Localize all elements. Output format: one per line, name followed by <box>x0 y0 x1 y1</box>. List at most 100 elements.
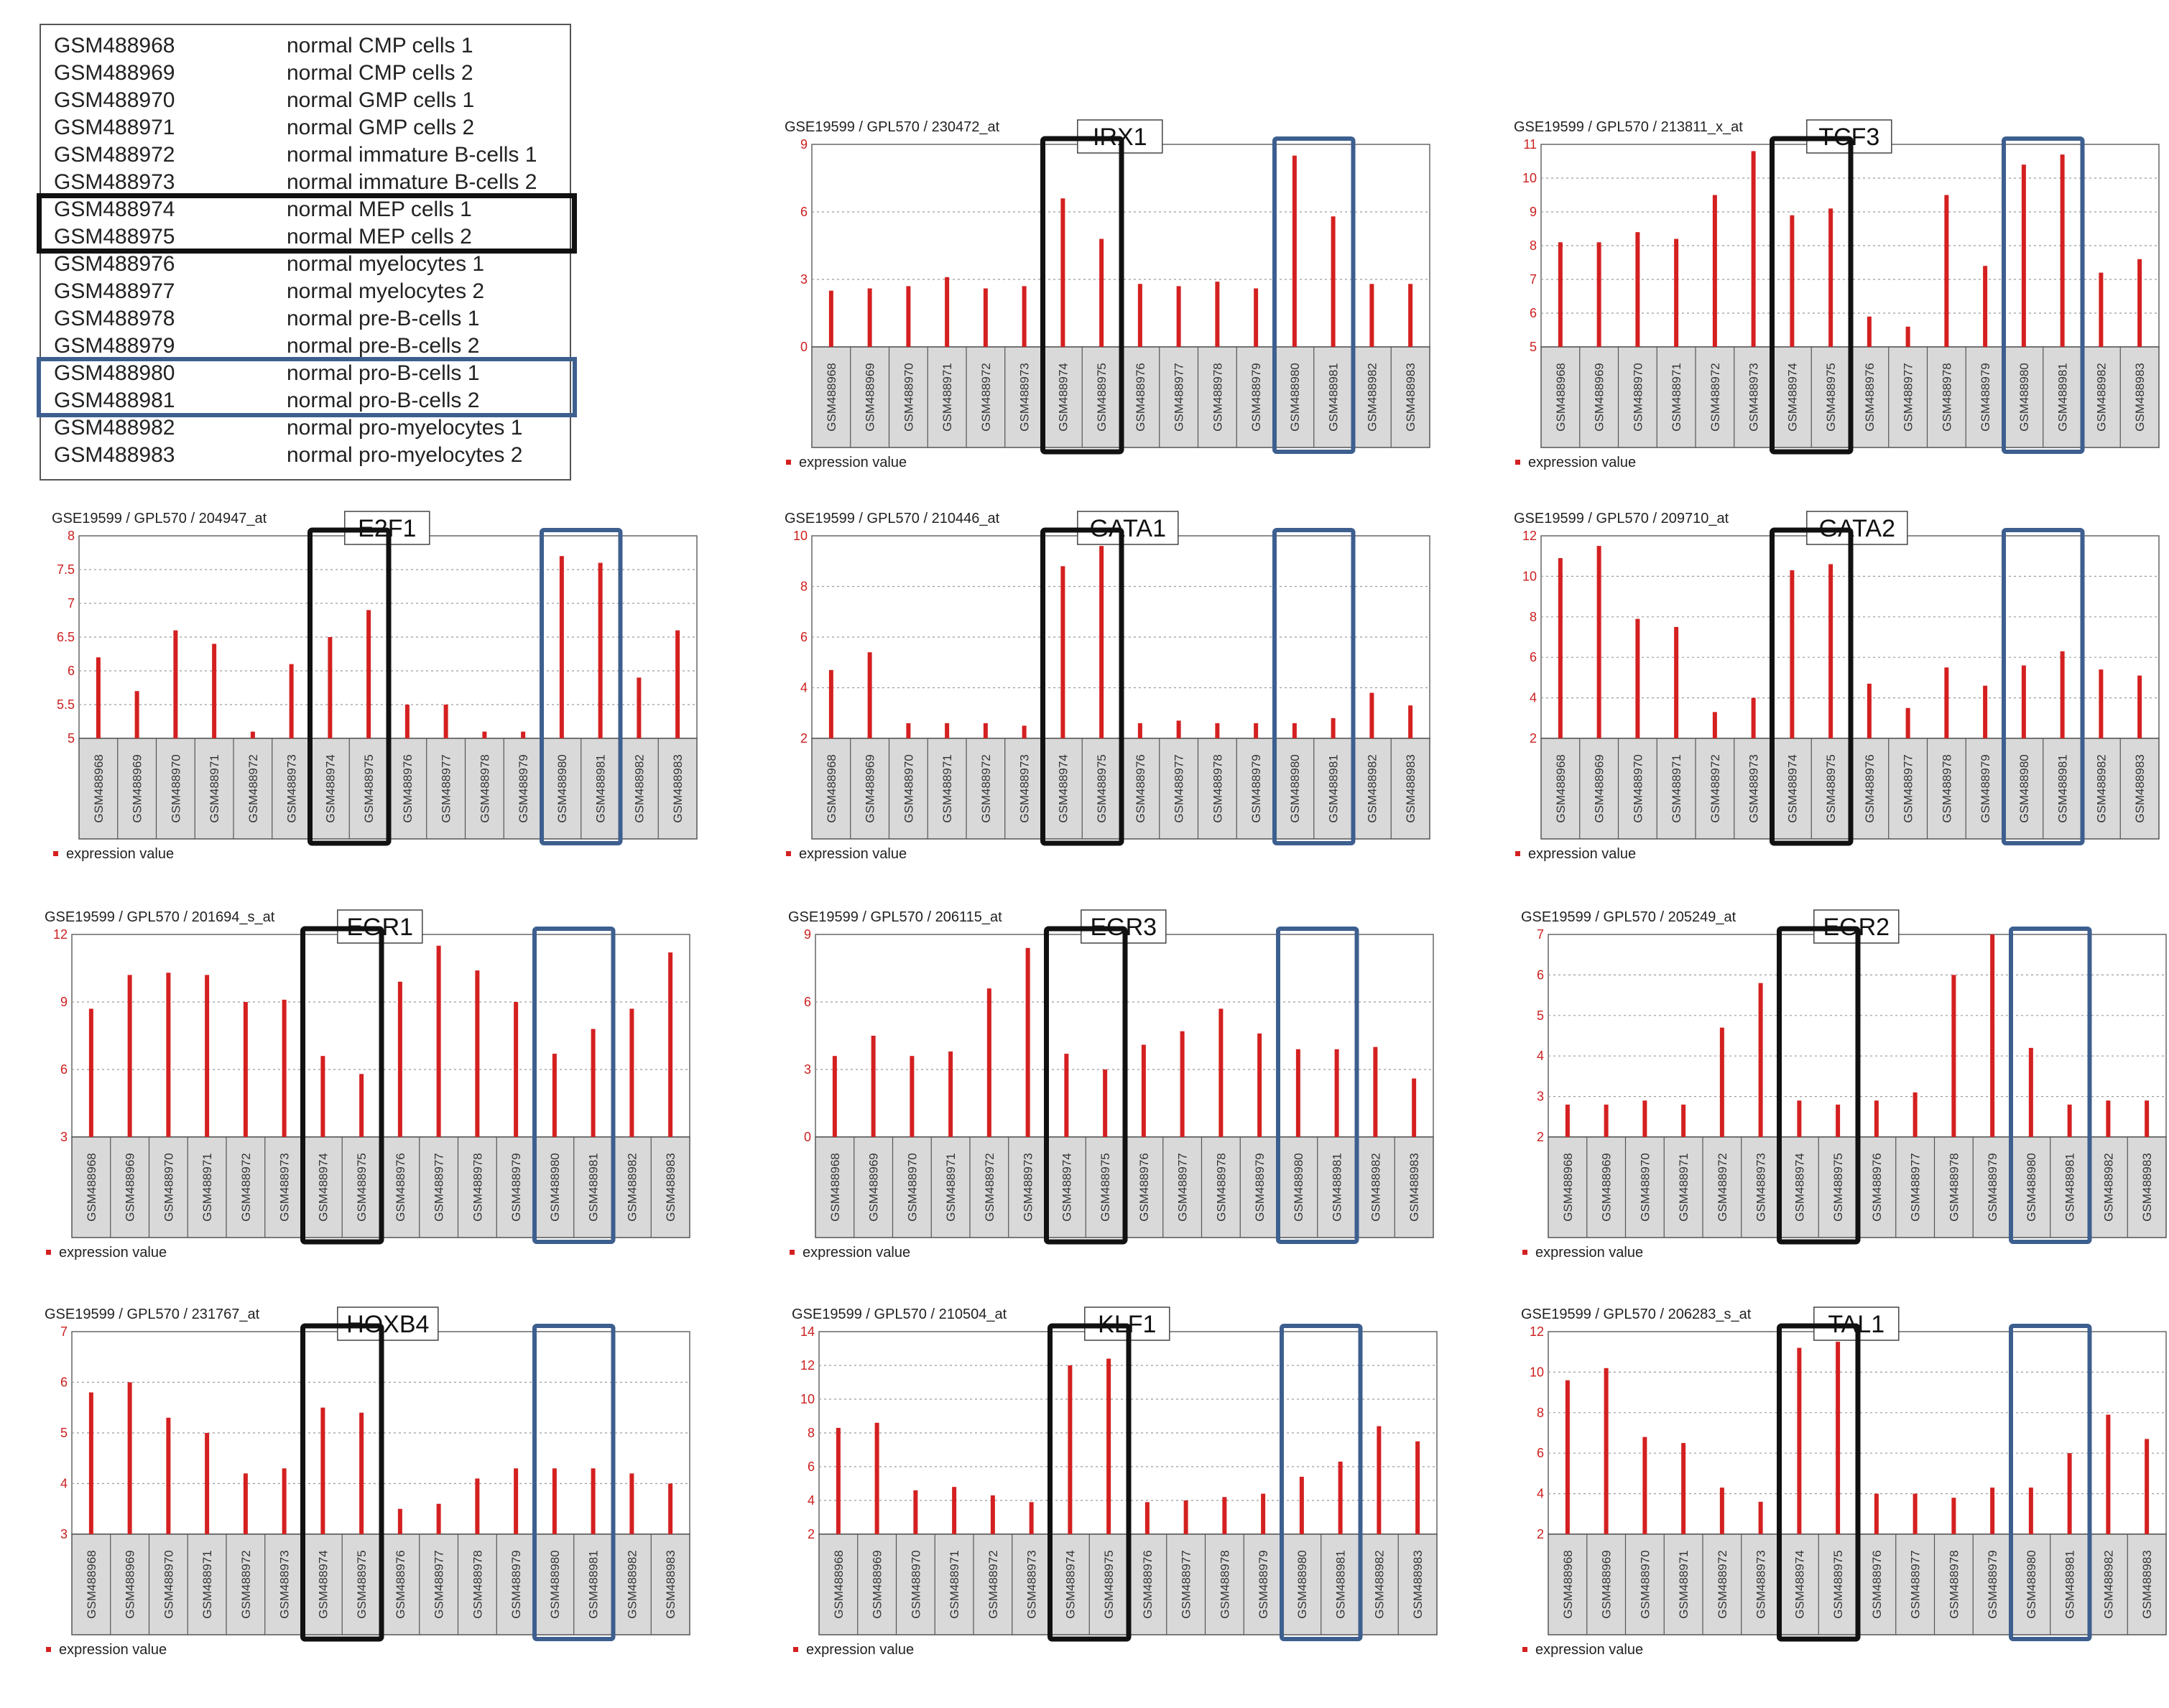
x-tick-label: GSM488970 <box>169 754 182 822</box>
y-tick-label: 12 <box>800 1358 815 1373</box>
x-tick-label: GSM488978 <box>1947 1550 1961 1618</box>
chart-panel-tcf3: GSE19599 / GPL570 / 213811_x_at 5 6 7 8 9 10 11… <box>1512 119 2169 521</box>
y-tick-label: 6 <box>800 630 808 644</box>
x-tick-label: GSM488971 <box>1670 754 1683 822</box>
x-tick-label: GSM488983 <box>1407 1153 1421 1221</box>
bar-GSM488974 <box>320 1407 325 1534</box>
legend-swatch <box>1522 1250 1527 1255</box>
chart-subtitle: GSE19599 / GPL570 / 205249_at <box>1521 909 1736 925</box>
y-tick-label: 7 <box>1537 927 1544 942</box>
bar-GSM488974 <box>320 1056 325 1137</box>
x-tick-label: GSM488982 <box>2101 1153 2115 1221</box>
bar-GSM488981 <box>1331 718 1336 738</box>
x-tick-label: GSM488982 <box>2094 363 2108 431</box>
mep-highlight-box <box>307 527 392 846</box>
sample-description: normal GMP cells 1 <box>287 88 475 112</box>
bar-GSM488980 <box>1292 723 1297 738</box>
x-tick-label: GSM488979 <box>1249 754 1263 822</box>
bar-GSM488981 <box>598 562 603 738</box>
bar-GSM488981 <box>591 1029 596 1137</box>
bar-GSM488970 <box>1642 1100 1647 1137</box>
bar-GSM488976 <box>1874 1100 1879 1137</box>
bar-GSM488982 <box>2099 272 2104 347</box>
x-tick-label: GSM488969 <box>124 1153 137 1221</box>
bar-GSM488979 <box>521 731 526 738</box>
bar-GSM488975 <box>1103 1069 1108 1137</box>
legend-label: expression value <box>803 1245 910 1261</box>
bar-GSM488971 <box>1681 1104 1686 1137</box>
x-tick-label: GSM488978 <box>1211 754 1224 822</box>
sample-description: normal GMP cells 2 <box>287 116 475 139</box>
x-tick-label: GSM488971 <box>1670 363 1683 431</box>
x-tick-label: GSM488975 <box>1831 1153 1845 1221</box>
bar-GSM488975 <box>1836 1342 1841 1534</box>
x-tick-label: GSM488974 <box>1056 363 1070 431</box>
bar-GSM488972 <box>986 988 991 1137</box>
y-tick-label: 11 <box>1523 137 1537 152</box>
bar-GSM488983 <box>1415 1441 1420 1534</box>
x-tick-label: GSM488981 <box>2063 1550 2077 1618</box>
bar-GSM488968 <box>1558 558 1563 738</box>
bar-GSM488983 <box>2137 675 2142 738</box>
x-tick-label: GSM488983 <box>1411 1550 1425 1618</box>
sample-row: GSM488975 normal MEP cells 2 <box>41 223 570 251</box>
x-tick-label: GSM488975 <box>355 1153 369 1221</box>
pro-b-highlight-box <box>37 357 577 417</box>
x-tick-label: GSM488974 <box>1793 1153 1806 1221</box>
y-tick-label: 4 <box>800 681 808 695</box>
bar-GSM488971 <box>1681 1443 1686 1534</box>
y-tick-label: 9 <box>804 927 811 942</box>
bar-GSM488978 <box>475 1478 480 1534</box>
x-tick-label: GSM488981 <box>1331 1153 1344 1221</box>
y-tick-label: 6.5 <box>57 630 75 644</box>
x-tick-label: GSM488976 <box>394 1153 407 1221</box>
sample-id: GSM488969 <box>54 61 175 85</box>
sample-description: normal myelocytes 2 <box>287 279 485 303</box>
x-tick-label: GSM488971 <box>208 754 221 822</box>
x-tick-label: GSM488977 <box>1909 1550 1923 1618</box>
x-tick-label: GSM488977 <box>1909 1153 1923 1221</box>
bar-GSM488978 <box>1944 195 1949 347</box>
x-tick-label: GSM488973 <box>1018 754 1032 822</box>
sample-description: normal MEP cells 1 <box>287 198 472 221</box>
pro-b-highlight-box <box>2009 927 2092 1244</box>
bar-GSM488983 <box>1408 284 1413 347</box>
x-tick-label: GSM488968 <box>832 1550 846 1618</box>
x-tick-label: GSM488978 <box>471 1550 484 1618</box>
x-tick-label: GSM488981 <box>587 1153 601 1221</box>
x-tick-label: GSM488983 <box>671 754 685 822</box>
pro-b-highlight-box <box>2002 528 2085 845</box>
x-tick-label: GSM488976 <box>401 754 415 822</box>
x-tick-label: GSM488981 <box>2056 754 2070 822</box>
bar-GSM488977 <box>1913 1493 1918 1534</box>
x-tick-label: GSM488981 <box>594 754 608 822</box>
y-tick-label: 7 <box>60 1324 68 1339</box>
x-tick-label: GSM488976 <box>1134 363 1147 431</box>
chart-hoxb4: GSE19599 / GPL570 / 231767_at 3 4 5 6 7 GSM488… <box>45 1306 690 1658</box>
bar-GSM488974 <box>1797 1100 1802 1137</box>
x-tick-label: GSM488968 <box>92 754 106 822</box>
bar-GSM488980 <box>1299 1477 1304 1534</box>
x-tick-label: GSM488983 <box>664 1153 677 1221</box>
sample-row: GSM488972 normal immature B-cells 1 <box>41 141 570 169</box>
bar-GSM488969 <box>874 1422 879 1534</box>
x-tick-label: GSM488971 <box>1677 1550 1691 1618</box>
bar-GSM488979 <box>1990 1487 1995 1534</box>
bar-GSM488982 <box>1377 1426 1382 1534</box>
bar-GSM488983 <box>1408 705 1413 738</box>
sample-row: GSM488977 normal myelocytes 2 <box>41 278 570 305</box>
chart-egr3: GSE19599 / GPL570 / 206115_at 0 3 6 9 GSM4889… <box>788 909 1434 1261</box>
x-tick-label: GSM488972 <box>979 363 993 431</box>
bar-GSM488978 <box>1215 282 1220 347</box>
y-tick-label: 10 <box>800 1392 815 1406</box>
bar-GSM488976 <box>1874 1493 1879 1534</box>
bar-GSM488974 <box>1797 1347 1802 1534</box>
bar-GSM488978 <box>1215 723 1220 738</box>
y-tick-label: 6 <box>804 995 811 1009</box>
x-tick-label: GSM488975 <box>1831 1550 1845 1618</box>
x-tick-label: GSM488983 <box>664 1550 677 1618</box>
legend-swatch <box>790 1250 795 1255</box>
sample-row: GSM488981 normal pro-B-cells 2 <box>41 387 570 414</box>
bar-GSM488975 <box>366 610 371 738</box>
x-tick-label: GSM488969 <box>871 1550 884 1618</box>
